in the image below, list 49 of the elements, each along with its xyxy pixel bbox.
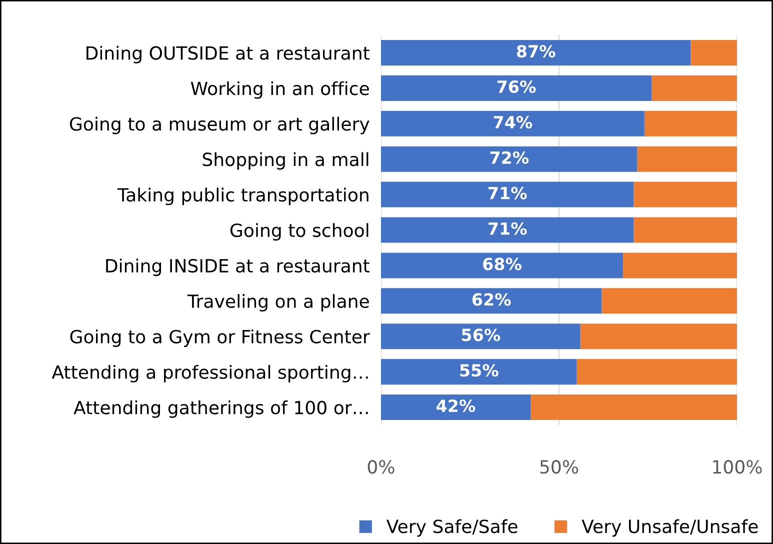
- bar: [381, 75, 652, 101]
- bar: [530, 394, 737, 420]
- data-label: 56%: [462, 328, 500, 342]
- legend-label: Very Unsafe/Unsafe: [582, 519, 758, 537]
- bar: [381, 252, 624, 278]
- y-tick-label: Going to a Gym or Fitness Center: [70, 330, 370, 347]
- y-tick-label: Shopping in a mall: [202, 152, 368, 170]
- y-tick-label: Attending gatherings of 100 or…: [74, 400, 368, 418]
- bar: [634, 182, 737, 208]
- bar: [381, 110, 644, 136]
- bar: [381, 182, 634, 208]
- legend-label: Very Safe/Safe: [386, 519, 518, 537]
- bar: [381, 40, 691, 66]
- y-tick-label: Going to a museum or art gallery: [70, 116, 370, 134]
- bar: [381, 146, 638, 172]
- y-tick-label: Dining INSIDE at a restaurant: [106, 258, 370, 276]
- y-tick-label: Traveling on a plane: [187, 294, 369, 312]
- data-label: 87%: [516, 44, 556, 58]
- data-label: 71%: [488, 186, 527, 200]
- bar: [381, 394, 531, 420]
- bar: [381, 288, 602, 314]
- bar: [637, 146, 737, 172]
- data-label: 71%: [488, 222, 527, 235]
- data-label: 42%: [436, 400, 476, 412]
- data-label: 74%: [494, 116, 532, 128]
- bar: [644, 110, 737, 136]
- bar: [381, 359, 577, 385]
- x-tick-label: 0%: [368, 460, 394, 474]
- bar: [381, 324, 580, 350]
- y-tick-label: Attending a professional sporting…: [52, 364, 368, 382]
- y-tick-label: Going to school: [230, 223, 368, 241]
- bar: [652, 75, 737, 101]
- bar: [690, 40, 737, 66]
- data-label: 76%: [497, 80, 536, 94]
- bar: [623, 252, 737, 278]
- data-label: 62%: [472, 293, 511, 306]
- data-label: 72%: [490, 151, 529, 164]
- bar: [634, 217, 737, 243]
- y-tick-label: Working in an office: [190, 81, 369, 99]
- bar: [576, 359, 737, 385]
- x-tick-label: 50%: [540, 460, 578, 474]
- bar: [602, 288, 737, 314]
- bar: [381, 217, 634, 243]
- bar: [580, 324, 737, 350]
- data-label: 68%: [483, 258, 522, 270]
- y-tick-label: Dining OUTSIDE at a restaurant: [86, 46, 370, 64]
- data-label: 55%: [460, 364, 498, 377]
- y-tick-label: Taking public transportation: [117, 188, 368, 206]
- x-tick-label: 100%: [713, 460, 762, 474]
